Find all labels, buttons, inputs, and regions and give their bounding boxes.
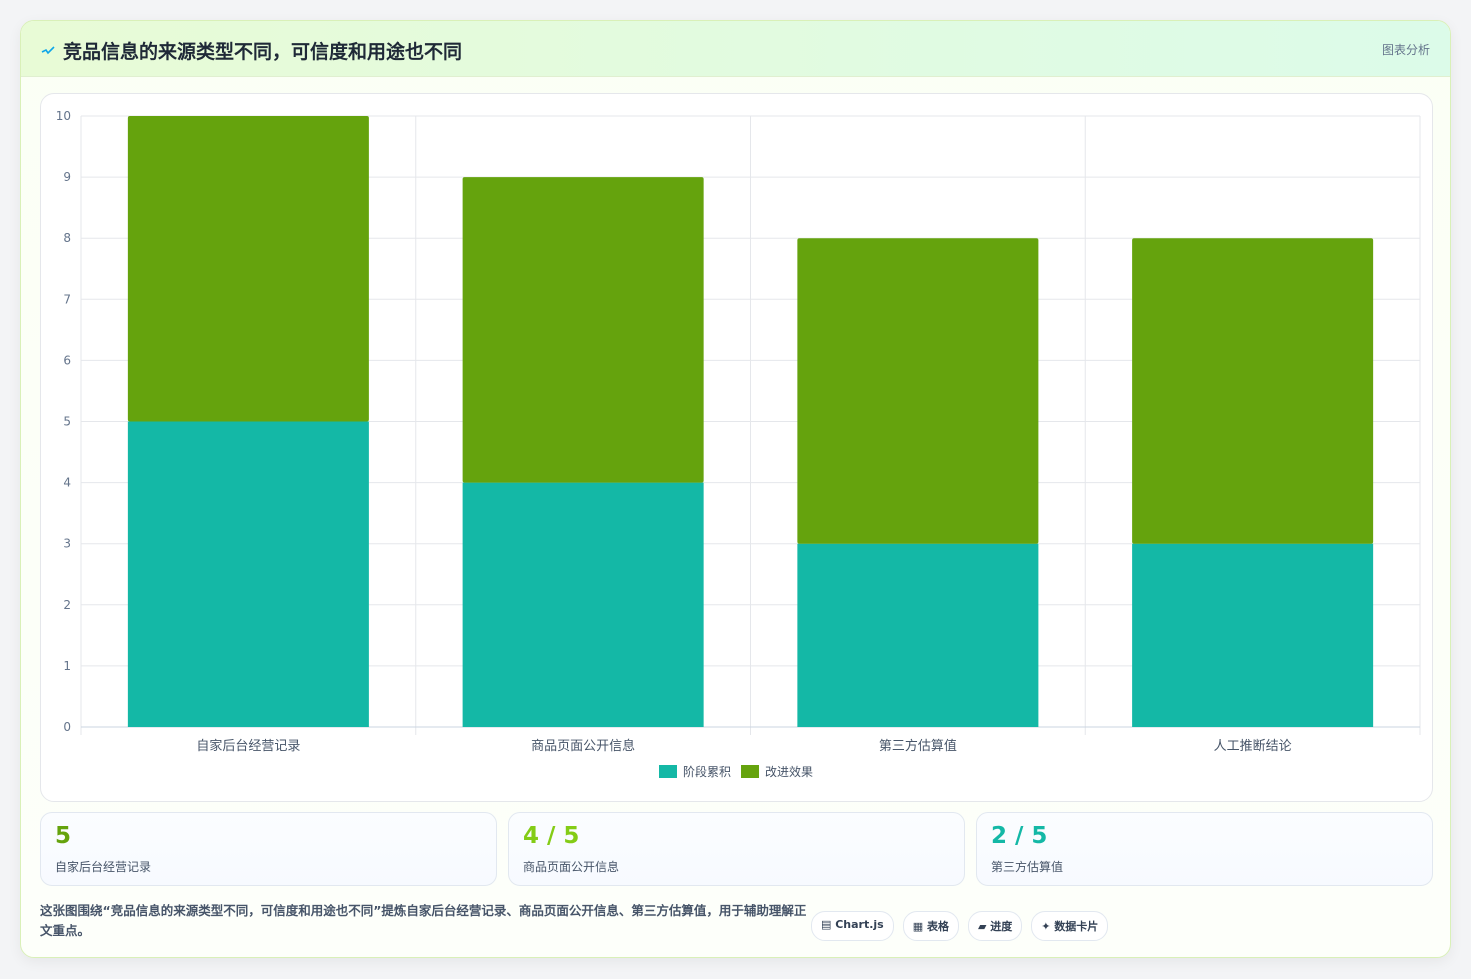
stat-value: 2 / 5 (991, 823, 1048, 849)
header: 竞品信息的来源类型不同，可信度和用途也不同 图表分析 (21, 21, 1450, 77)
bar-segment (127, 421, 369, 727)
bar-segment (797, 543, 1039, 727)
x-tick-label: 自家后台经营记录 (196, 738, 300, 754)
tag-pill: ▤ Chart.js (811, 911, 894, 941)
bar-segment (1132, 238, 1374, 544)
legend-label: 阶段累积 (683, 764, 731, 779)
stat-card: 5 自家后台经营记录 (40, 812, 497, 886)
chart-box: 0 1 2 3 4 5 6 7 8 9 10 自家后台经营记录 商品页面公开信息 第三方估算值 人工推断结论… (40, 93, 1433, 802)
stat-value: 4 / 5 (523, 823, 580, 849)
stat-label: 商品页面公开信息 (523, 860, 620, 874)
tag-pill: ✦ 数据卡片 (1031, 911, 1109, 941)
x-tick-label: 人工推断结论 (1214, 739, 1292, 754)
icon (41, 46, 55, 55)
legend-swatch (741, 765, 760, 778)
legend-swatch (659, 765, 677, 778)
y-tick-label: 10 (56, 109, 71, 123)
stat-value: 5 (55, 823, 72, 849)
y-tick-label: 0 (63, 720, 71, 734)
x-tick-label: 商品页面公开信息 (531, 738, 635, 754)
x-tick-label: 第三方估算值 (879, 738, 957, 754)
stat-card: 4 / 5 商品页面公开信息 (508, 812, 965, 886)
stat-card: 2 / 5 第三方估算值 (976, 812, 1433, 886)
stat-label: 第三方估算值 (991, 860, 1064, 874)
chart: 0 1 2 3 4 5 6 7 8 9 10 自家后台经营记录 商品页面公开信息 第三方估算值 人工推断结论… (56, 109, 1421, 779)
y-tick-label: 9 (63, 170, 71, 184)
header-tag: 图表分析 (1381, 43, 1430, 57)
y-tick-label: 7 (63, 292, 71, 306)
y-tick-label: 3 (63, 537, 71, 551)
y-tick-label: 6 (63, 353, 71, 367)
tag-pill: ▦ 表格 (902, 911, 959, 941)
y-tick-label: 8 (63, 231, 71, 245)
bar-segment (462, 482, 704, 727)
title: 竞品信息的来源类型不同，可信度和用途也不同 (63, 41, 463, 63)
bar-segment (462, 177, 704, 483)
stat-label: 自家后台经营记录 (55, 860, 152, 874)
y-tick-label: 5 (63, 415, 71, 429)
legend-label: 改进效果 (765, 764, 813, 779)
y-tick-label: 1 (63, 659, 71, 673)
card: 竞品信息的来源类型不同，可信度和用途也不同 图表分析 0 1 2 3 4 5 6 7 8 9 10 自… (20, 20, 1451, 958)
bar-segment (127, 116, 369, 422)
y-tick-label: 2 (63, 598, 71, 612)
y-tick-label: 4 (63, 476, 71, 490)
bar-segment (797, 238, 1039, 544)
bar-segment (1132, 543, 1374, 727)
footer-text: 这张图围绕“竞品信息的来源类型不同，可信度和用途也不同”提炼自家后台经营记录、商… (40, 903, 807, 938)
tag-pill: ▰ 进度 (967, 911, 1023, 941)
tags: ▤ Chart.js ▦ 表格 ▰ 进度 ✦ 数据卡片 (811, 911, 1109, 941)
